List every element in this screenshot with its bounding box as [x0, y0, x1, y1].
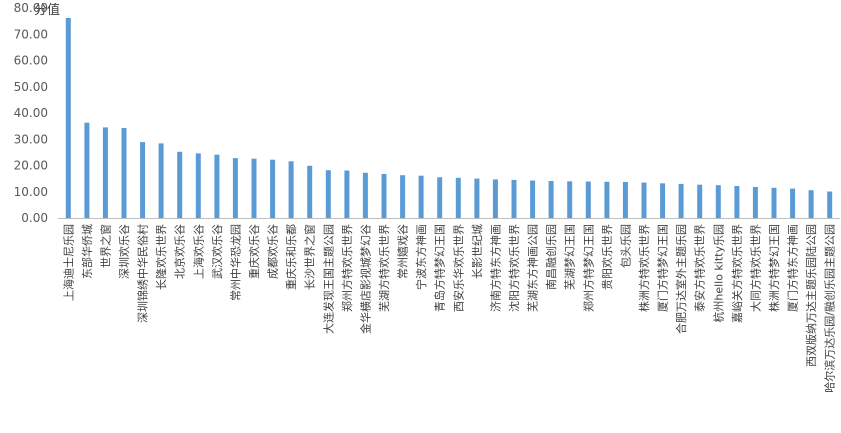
bar — [325, 170, 331, 218]
bar — [65, 18, 71, 218]
x-category-label: 芜湖方特欢乐世界 — [377, 224, 391, 312]
bar — [622, 182, 628, 218]
x-category-label: 芜湖东方神画公园 — [526, 224, 540, 312]
x-category-label: 南昌融创乐园 — [545, 224, 558, 290]
bar — [827, 191, 833, 218]
bar — [214, 154, 220, 218]
x-category-label: 深圳欢乐谷 — [117, 224, 131, 279]
y-tick-label: 60.00 — [14, 54, 48, 68]
bar — [344, 170, 350, 218]
y-tick-label: 20.00 — [14, 159, 48, 173]
x-category-label: 宁波东方神画 — [414, 224, 428, 290]
bar — [418, 175, 424, 218]
bar — [567, 181, 573, 219]
x-category-label: 杭州hello kitty乐园 — [711, 224, 725, 323]
bar — [251, 158, 257, 218]
x-category-label: 上海欢乐谷 — [191, 224, 205, 279]
bar — [270, 159, 276, 218]
x-category-label: 厦门方特东方神画 — [786, 224, 800, 312]
bar — [548, 181, 554, 218]
bar — [808, 190, 814, 218]
bar — [307, 165, 313, 218]
x-category-label: 芜湖梦幻王国 — [563, 224, 577, 290]
x-category-label: 青岛方特梦幻王国 — [433, 224, 447, 312]
x-category-label: 贵阳欢乐世界 — [600, 224, 614, 290]
bar — [641, 182, 647, 218]
bar — [362, 172, 368, 218]
x-category-label: 长沙世界之窗 — [303, 224, 317, 290]
x-category-label: 嘉峪关方特欢乐世界 — [730, 224, 744, 323]
bar — [474, 178, 480, 218]
bar — [511, 179, 517, 218]
bar — [400, 175, 406, 218]
x-category-label: 上海迪士尼乐园 — [61, 224, 75, 301]
x-category-label: 长隆欢乐世界 — [154, 224, 168, 290]
bar — [752, 187, 758, 218]
bar — [437, 177, 443, 218]
bar — [492, 179, 498, 218]
x-category-label: 西双版纳万达主题乐园陆公园 — [804, 224, 818, 367]
bar — [232, 158, 238, 218]
x-category-label: 成都欢乐谷 — [266, 224, 280, 279]
x-category-label: 哈尔滨万达乐园/融创乐园主题公园 — [823, 224, 837, 393]
bar — [734, 186, 740, 218]
bar — [102, 127, 108, 218]
bar — [530, 180, 536, 218]
bar — [790, 188, 796, 218]
y-tick-label: 10.00 — [14, 185, 48, 199]
x-category-label: 重庆欢乐谷 — [247, 224, 261, 279]
y-tick-label: 0.00 — [21, 211, 48, 225]
x-category-label: 常州中华恐龙园 — [228, 224, 242, 301]
bar — [121, 128, 127, 218]
bar — [585, 181, 591, 218]
x-axis-category-labels: 上海迪士尼乐园 东部华侨城 世界之窗 深圳欢乐谷 深圳锦绣中华民俗村 长隆欢乐世界 北京欢乐… — [61, 224, 836, 393]
x-category-label: 大连发现王国主题公园 — [321, 224, 335, 334]
y-tick-label: 80.00 — [14, 1, 48, 15]
y-axis-ticks: 0.00 10.00 20.00 30.00 40.00 50.00 60.00 70.00 8… — [14, 1, 48, 225]
x-category-label: 深圳锦绣中华民俗村 — [136, 224, 150, 323]
y-tick-label: 70.00 — [14, 27, 48, 41]
bar — [288, 161, 294, 218]
bar — [177, 151, 183, 218]
x-category-label: 重庆乐和乐都 — [284, 224, 298, 290]
y-tick-label: 30.00 — [14, 132, 48, 146]
bar — [195, 153, 201, 218]
bar — [455, 177, 461, 218]
x-category-label: 金华横店影视城梦幻谷 — [358, 224, 372, 334]
y-tick-label: 40.00 — [14, 106, 48, 120]
x-category-label: 济南方特东方神画 — [488, 224, 502, 312]
x-category-label: 郑州方特梦幻王国 — [581, 224, 595, 312]
bar — [697, 184, 703, 218]
x-category-label: 包头乐园 — [619, 224, 632, 268]
x-category-label: 武汉欢乐谷 — [210, 224, 224, 279]
bar — [381, 173, 387, 218]
x-category-label: 株洲方特梦幻王国 — [767, 224, 781, 312]
x-category-label: 厦门方特梦幻王国 — [656, 224, 670, 312]
x-category-label: 大同方特欢乐世界 — [748, 224, 762, 312]
x-category-label: 株洲方特欢乐世界 — [637, 224, 651, 312]
bar — [715, 185, 721, 218]
x-category-label: 郑州方特欢乐世界 — [340, 224, 354, 312]
bar — [678, 183, 684, 218]
x-category-label: 合肥万达室外主题乐园 — [674, 224, 688, 334]
bar — [771, 187, 777, 218]
x-category-label: 东部华侨城 — [80, 224, 94, 279]
x-category-label: 常州嬉戏谷 — [396, 224, 410, 279]
bar — [158, 143, 164, 218]
bar — [660, 183, 666, 218]
y-axis-label: 分值 — [34, 2, 60, 18]
bar — [604, 181, 610, 218]
x-category-label: 长影世纪城 — [471, 224, 484, 279]
bar — [140, 142, 146, 218]
x-category-label: 北京欢乐谷 — [173, 224, 187, 279]
x-category-label: 沈阳方特欢乐世界 — [507, 224, 521, 312]
x-category-label: 西安乐华欢乐世界 — [451, 224, 465, 312]
y-tick-label: 50.00 — [14, 80, 48, 94]
x-category-label: 泰安方特欢乐世界 — [693, 224, 707, 312]
bar — [84, 122, 90, 218]
bars — [65, 18, 833, 219]
x-category-label: 世界之窗 — [98, 224, 112, 268]
